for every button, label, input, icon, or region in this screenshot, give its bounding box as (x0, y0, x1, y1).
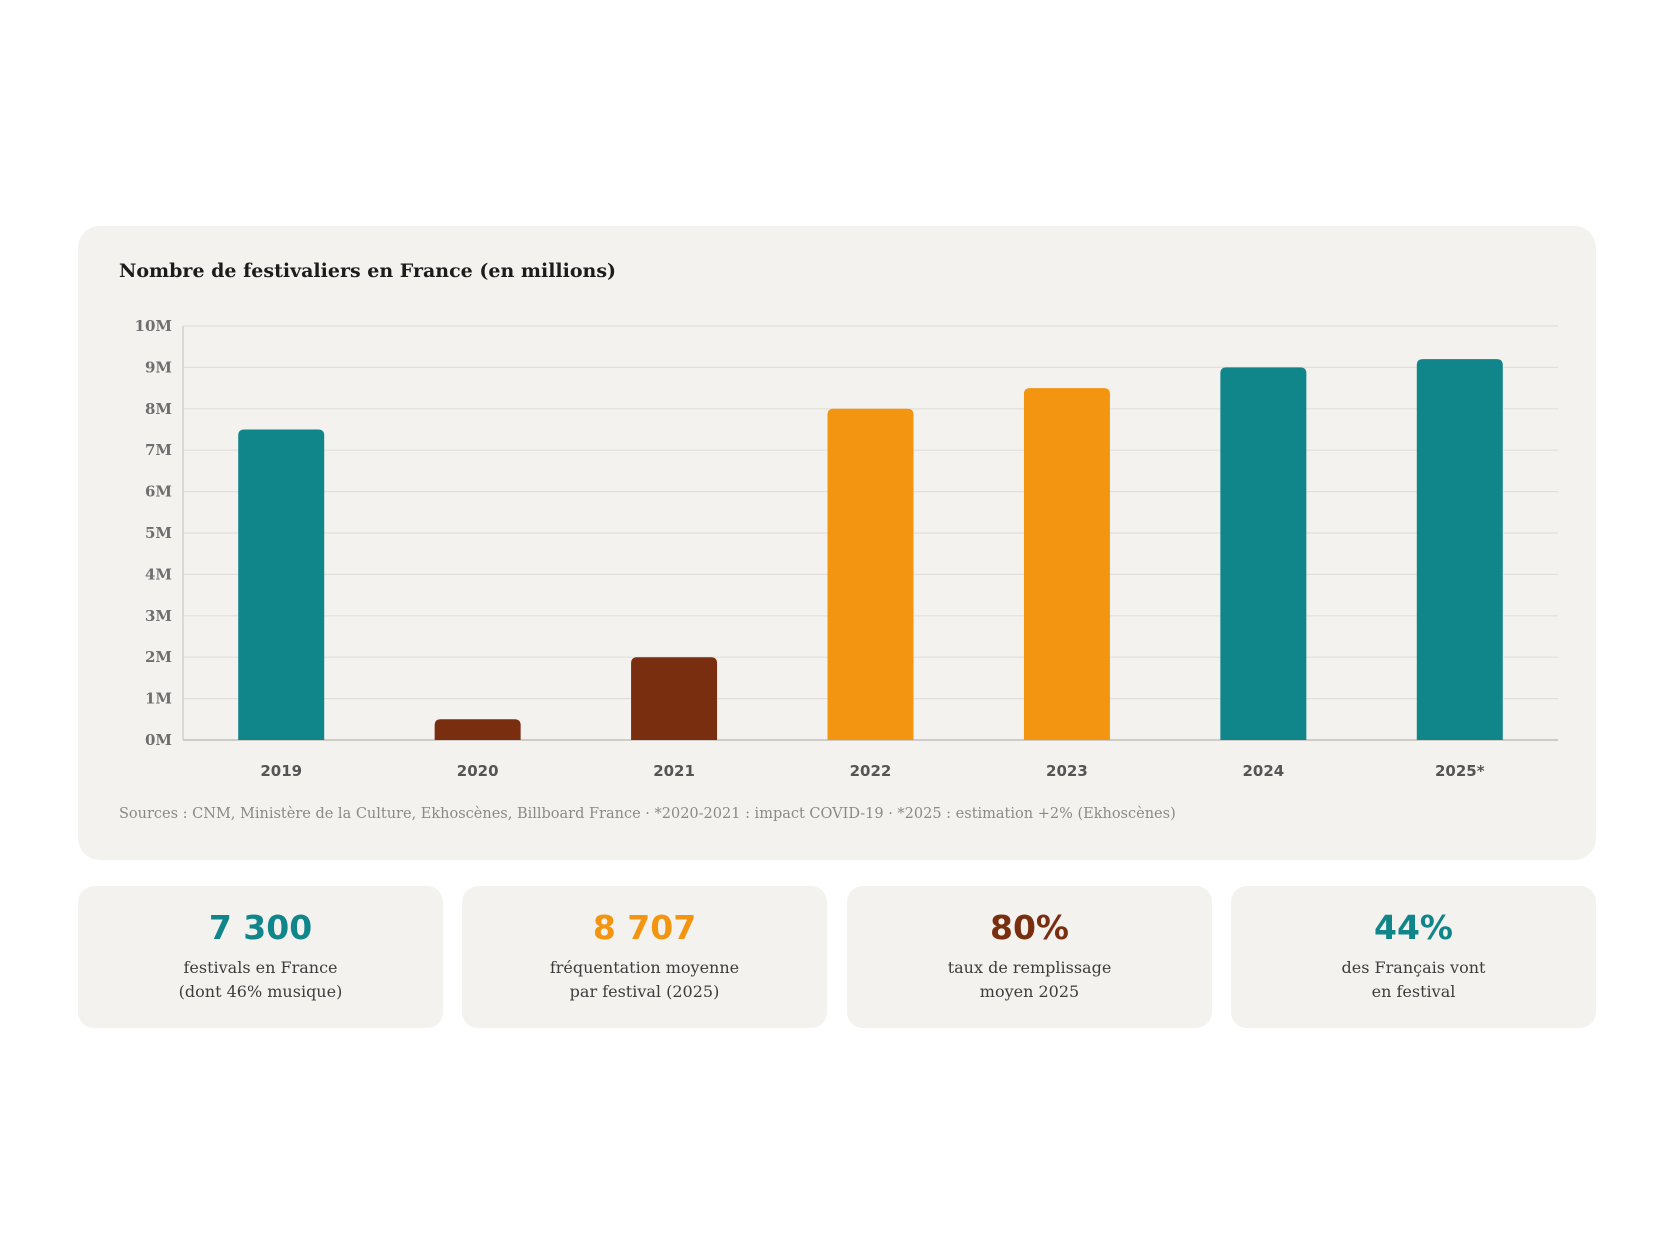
stat-label-line: moyen 2025 (979, 982, 1080, 1001)
stat-label-line: festivals en France (183, 958, 338, 977)
bar-2021 (631, 657, 718, 740)
bar-2019 (238, 429, 325, 740)
y-tick-label: 7M (145, 441, 172, 459)
chart-source-note: Sources : CNM, Ministère de la Culture, … (119, 806, 1176, 822)
x-tick-label: 2023 (1046, 762, 1088, 780)
y-tick-label: 3M (145, 607, 172, 625)
x-tick-label: 2024 (1242, 762, 1284, 780)
y-tick-label: 4M (145, 565, 172, 583)
y-tick-label: 9M (145, 358, 172, 376)
y-tick-label: 1M (145, 690, 172, 708)
bar-2023 (1023, 388, 1110, 740)
stat-label: taux de remplissage moyen 2025 (847, 956, 1212, 1004)
stat-card-attendance: 8 707 fréquentation moyenne par festival… (462, 886, 827, 1028)
stat-label-line: (dont 46% musique) (178, 982, 343, 1001)
y-tick-label: 10M (135, 317, 172, 335)
y-tick-label: 6M (145, 483, 172, 501)
stat-label-line: des Français vont (1341, 958, 1486, 977)
chart-title: Nombre de festivaliers en France (en mil… (119, 260, 617, 282)
stat-label-line: par festival (2025) (569, 982, 720, 1001)
bar-2020 (434, 719, 521, 740)
bar-2022 (827, 408, 914, 740)
x-tick-label: 2019 (260, 762, 302, 780)
stat-card-french-share: 44% des Français vont en festival (1231, 886, 1596, 1028)
x-tick-label: 2022 (850, 762, 892, 780)
stat-card-festivals: 7 300 festivals en France (dont 46% musi… (78, 886, 443, 1028)
y-tick-label: 8M (145, 400, 172, 418)
bar-chart: 0M 1M 2M 3M 4M 5M 6M 7M 8M 9M 10M 2019 2020 2021 2022 2… (135, 317, 1558, 780)
y-tick-label: 2M (145, 648, 172, 666)
stat-value: 44% (1374, 908, 1453, 947)
stat-label-line: en festival (1371, 982, 1456, 1001)
y-tick-label: 0M (145, 731, 172, 749)
stat-value: 80% (990, 908, 1069, 947)
bar-2025 (1416, 359, 1503, 740)
stat-label-line: fréquentation moyenne (549, 958, 740, 977)
bar-2024 (1220, 367, 1307, 740)
stat-value: 7 300 (208, 908, 313, 947)
chart-card: Nombre de festivaliers en France (en mil… (78, 226, 1596, 860)
stat-label: festivals en France (dont 46% musique) (78, 956, 443, 1004)
x-tick-label: 2025* (1435, 762, 1485, 780)
stat-label: fréquentation moyenne par festival (2025… (462, 956, 827, 1004)
stat-label: des Français vont en festival (1231, 956, 1596, 1004)
x-tick-label: 2021 (653, 762, 695, 780)
stat-card-fill-rate: 80% taux de remplissage moyen 2025 (847, 886, 1212, 1028)
stat-label-line: taux de remplissage (947, 958, 1112, 977)
stat-value: 8 707 (592, 908, 697, 947)
x-tick-label: 2020 (457, 762, 499, 780)
y-tick-label: 5M (145, 524, 172, 542)
